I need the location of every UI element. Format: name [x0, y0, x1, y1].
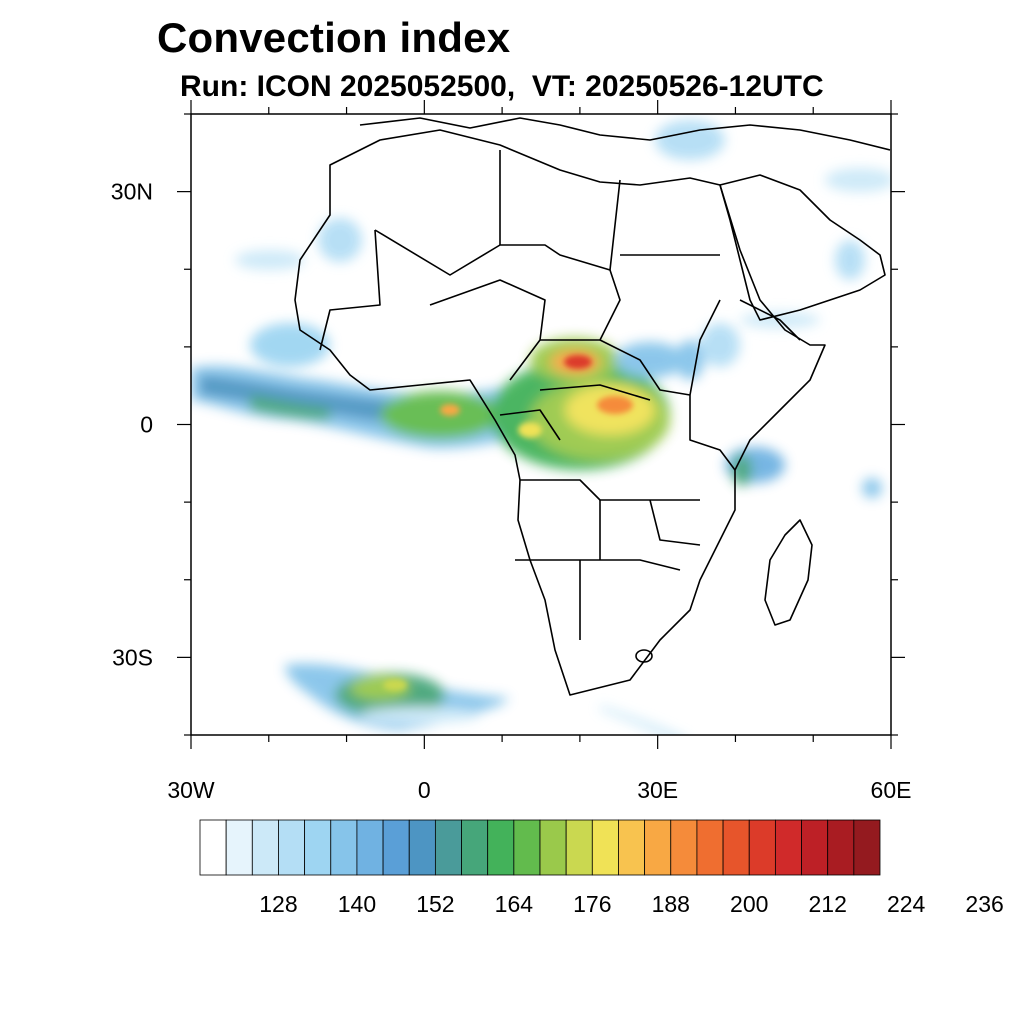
colorbar-label: 140 [338, 891, 376, 917]
colorbar-swatch [304, 819, 332, 876]
colorbar-label: 164 [495, 891, 534, 917]
lon-tick-label: 30E [637, 777, 678, 803]
colorbar-swatch [278, 819, 306, 876]
colorbar-swatch [748, 819, 776, 876]
colorbar-swatch [722, 819, 750, 876]
colorbar-swatch [801, 819, 829, 876]
lon-tick-label: 30W [167, 777, 215, 803]
coastlines [294, 117, 891, 696]
colorbar-swatch [591, 819, 619, 876]
colorbar-label: 188 [652, 891, 690, 917]
colorbar-label: 212 [809, 891, 847, 917]
map-title: Convection index [157, 14, 511, 61]
colorbar-swatch [382, 819, 410, 876]
colorbar-swatch [539, 819, 567, 876]
colorbar-label: 236 [965, 891, 1003, 917]
lat-tick-label: 30S [112, 644, 153, 670]
lon-tick-label: 0 [418, 777, 431, 803]
colorbar-swatch [670, 819, 698, 876]
colorbar-swatch [487, 819, 515, 876]
colorbar-swatch [356, 819, 384, 876]
colorbar-swatch [330, 819, 358, 876]
colorbar-labels: 128 140 152 164 176 188 200 212 224 236 [259, 891, 1004, 917]
colorbar-swatch [408, 819, 436, 876]
map-subtitle: Run: ICON 2025052500, VT: 20250526-12UTC [180, 70, 824, 103]
colorbar-swatch [461, 819, 489, 876]
colorbar-label: 224 [887, 891, 926, 917]
lon-tick-label: 60E [871, 777, 912, 803]
colorbar-label: 152 [416, 891, 454, 917]
colorbar-label: 176 [573, 891, 611, 917]
colorbar-swatch [513, 819, 541, 876]
colorbar-label: 128 [259, 891, 297, 917]
lat-tick-label: 0 [140, 412, 153, 438]
lat-tick-label: 30N [111, 179, 153, 205]
colorbar-swatch [644, 819, 672, 876]
colorbar-swatch [696, 819, 724, 876]
colorbar-swatch [774, 819, 802, 876]
colorbar-swatch [251, 819, 279, 876]
colorbar-swatch [434, 819, 462, 876]
colorbar-label: 200 [730, 891, 768, 917]
colorbar-swatch [225, 819, 253, 876]
colorbar [199, 819, 881, 876]
convection-field [191, 120, 891, 735]
colorbar-swatch [199, 819, 227, 876]
colorbar-swatch [565, 819, 593, 876]
colorbar-swatch [618, 819, 646, 876]
axis-tick-labels: 30W 0 30E 60E 30N 0 30S [111, 179, 912, 803]
axis-ticks [177, 100, 905, 749]
colorbar-swatch [827, 819, 855, 876]
colorbar-swatch [853, 819, 881, 876]
